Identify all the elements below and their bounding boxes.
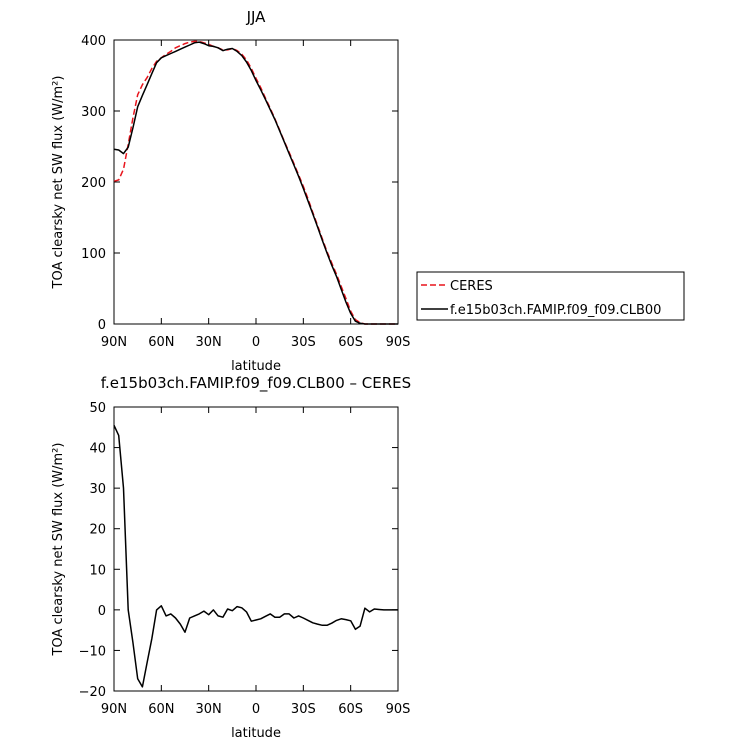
bottom-x-tick-label: 60N (148, 702, 174, 717)
bottom-y-tick-label: 20 (89, 523, 106, 538)
top-y-tick-label: 200 (81, 176, 106, 191)
legend-label-ceres: CERES (450, 279, 493, 294)
bottom-y-tick-label: −20 (79, 685, 106, 700)
top-panel: JJA 0 100 200 300 400 90N 60N 30N 0 30S 60S 90S la… (51, 8, 410, 374)
legend: CERES f.e15b03ch.FAMIP.f09_f09.CLB00 (416, 271, 685, 321)
bottom-y-tick-label: 50 (89, 401, 106, 416)
bottom-plot-frame (113, 406, 399, 692)
top-x-tick-label: 0 (252, 335, 260, 350)
top-y-axis-label: TOA clearsky net SW flux (W/m²) (51, 76, 66, 290)
top-y-tick-label: 0 (98, 318, 106, 333)
top-x-axis-label: latitude (231, 359, 281, 374)
top-plot-frame (113, 39, 399, 325)
bottom-y-tick-label: 40 (89, 442, 106, 457)
top-y-tick-label: 400 (81, 34, 106, 49)
top-y-tick-label: 300 (81, 105, 106, 120)
bottom-x-tick-label: 30N (196, 702, 222, 717)
top-y-ticks: 0 100 200 300 400 (81, 34, 398, 333)
bottom-x-tick-label: 0 (252, 702, 260, 717)
legend-label-model: f.e15b03ch.FAMIP.f09_f09.CLB00 (450, 303, 661, 318)
bottom-y-tick-label: 10 (89, 563, 106, 578)
top-x-tick-label: 30S (291, 335, 316, 350)
top-x-tick-label: 60N (148, 335, 174, 350)
top-y-tick-label: 100 (81, 247, 106, 262)
top-series-line-ceres (113, 40, 398, 325)
top-panel-title: JJA (246, 8, 267, 26)
top-x-tick-label: 60S (338, 335, 363, 350)
bottom-x-tick-label: 90N (101, 702, 127, 717)
top-x-ticks: 90N 60N 30N 0 30S 60S 90S (101, 40, 411, 350)
top-series-line-f-e15b03ch-famip-f09-f09-clb00 (113, 41, 398, 325)
bottom-x-tick-label: 60S (338, 702, 363, 717)
bottom-y-axis-label: TOA clearsky net SW flux (W/m²) (51, 443, 66, 657)
bottom-x-tick-label: 30S (291, 702, 316, 717)
top-x-tick-label: 30N (196, 335, 222, 350)
bottom-series-line-difference (113, 424, 398, 688)
bottom-y-tick-label: 30 (89, 482, 106, 497)
top-x-tick-label: 90N (101, 335, 127, 350)
bottom-y-ticks: −20 −10 0 10 20 30 40 50 (79, 401, 398, 700)
top-series-layer (113, 40, 398, 325)
bottom-y-tick-label: 0 (98, 604, 106, 619)
bottom-panel-title: f.e15b03ch.FAMIP.f09_f09.CLB00 – CERES (101, 374, 411, 393)
bottom-x-tick-label: 90S (386, 702, 411, 717)
bottom-x-ticks: 90N 60N 30N 0 30S 60S 90S (101, 407, 411, 717)
bottom-series-layer (113, 424, 398, 688)
bottom-x-axis-label: latitude (231, 726, 281, 741)
bottom-panel: f.e15b03ch.FAMIP.f09_f09.CLB00 – CERES −… (51, 374, 411, 741)
top-x-tick-label: 90S (386, 335, 411, 350)
bottom-y-tick-label: −10 (79, 644, 106, 659)
legend-box (416, 271, 685, 321)
